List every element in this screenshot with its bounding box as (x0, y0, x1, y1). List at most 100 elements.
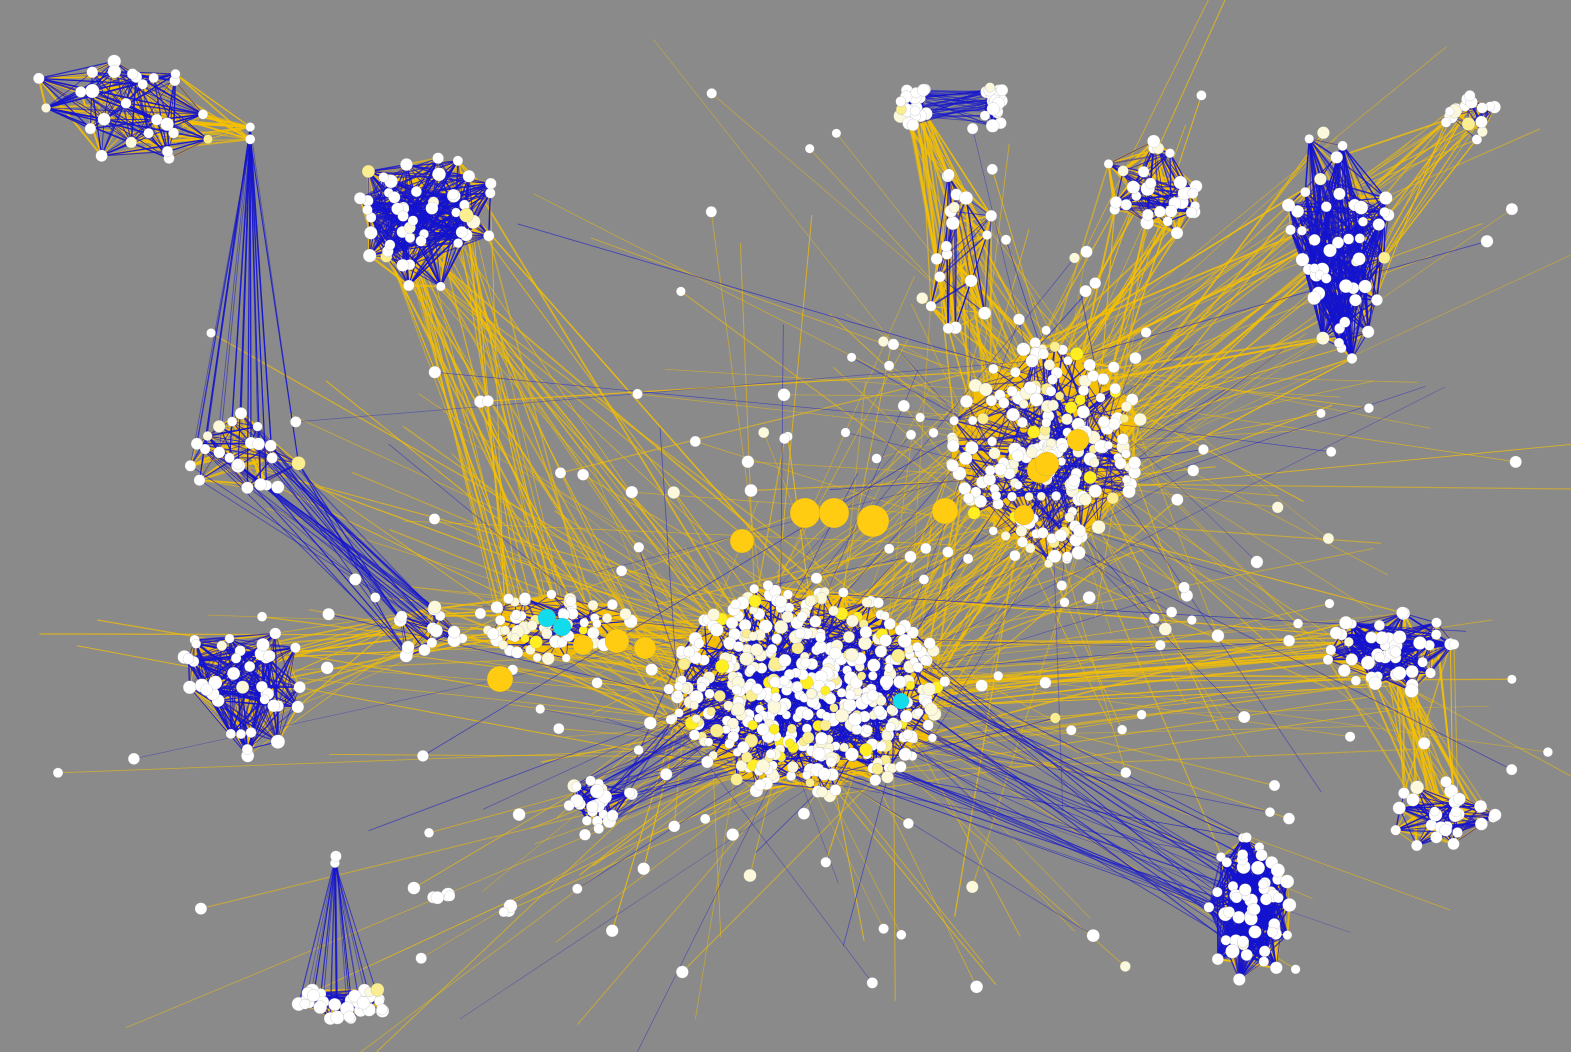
graph-node[interactable] (842, 630, 855, 643)
graph-node[interactable] (264, 439, 277, 452)
graph-node[interactable] (1083, 358, 1096, 372)
graph-node[interactable] (959, 190, 974, 206)
graph-node[interactable] (266, 452, 278, 464)
graph-node[interactable] (1238, 883, 1252, 897)
graph-node[interactable] (1453, 792, 1466, 806)
graph-node[interactable] (812, 747, 826, 761)
graph-node[interactable] (125, 136, 138, 149)
graph-node[interactable] (407, 215, 419, 226)
graph-node[interactable] (498, 639, 509, 650)
graph-node[interactable] (1055, 391, 1065, 401)
graph-node[interactable] (1225, 944, 1240, 959)
graph-node[interactable] (384, 239, 396, 251)
graph-node[interactable] (1354, 200, 1369, 215)
graph-node[interactable] (985, 209, 998, 222)
graph-node[interactable] (726, 828, 740, 842)
graph-node[interactable] (581, 815, 592, 826)
graph-node[interactable] (1164, 204, 1178, 218)
graph-node[interactable] (1363, 403, 1374, 414)
graph-node[interactable] (453, 238, 464, 249)
graph-node[interactable] (619, 607, 632, 621)
graph-node[interactable] (991, 490, 1002, 501)
graph-node[interactable] (777, 388, 791, 402)
graph-node[interactable] (484, 177, 497, 190)
graph-node[interactable] (1343, 233, 1355, 245)
graph-node[interactable] (1089, 457, 1100, 468)
graph-node[interactable] (668, 820, 681, 833)
graph-node[interactable] (894, 624, 906, 636)
graph-node[interactable] (974, 494, 988, 508)
graph-node[interactable] (256, 637, 270, 652)
graph-node[interactable] (859, 625, 873, 639)
graph-node[interactable] (1269, 961, 1283, 975)
graph-node[interactable] (696, 682, 707, 693)
graph-node[interactable] (825, 756, 837, 768)
graph-node[interactable] (1331, 236, 1345, 249)
graph-node[interactable] (873, 705, 886, 717)
graph-node[interactable] (1133, 412, 1147, 427)
graph-node[interactable] (786, 723, 797, 734)
graph-node[interactable] (500, 625, 511, 636)
graph-node[interactable] (1282, 812, 1296, 825)
graph-node[interactable] (912, 641, 923, 652)
graph-node[interactable] (1063, 355, 1073, 366)
graph-node[interactable] (226, 666, 241, 681)
graph-node[interactable] (535, 704, 546, 714)
graph-node[interactable] (1505, 763, 1518, 776)
graph-node[interactable] (293, 681, 306, 694)
graph-node[interactable] (749, 583, 760, 594)
graph-node[interactable] (1285, 224, 1296, 236)
graph-node[interactable] (1248, 925, 1262, 939)
graph-node[interactable] (252, 437, 266, 451)
graph-node[interactable] (986, 102, 1000, 116)
graph-node[interactable] (1221, 857, 1232, 868)
graph-node[interactable] (902, 817, 914, 830)
graph-node[interactable] (800, 657, 811, 668)
graph-node[interactable] (1120, 767, 1132, 779)
graph-node[interactable] (996, 84, 1009, 97)
graph-node[interactable] (948, 201, 960, 213)
graph-node[interactable] (232, 458, 244, 470)
graph-node[interactable] (839, 742, 849, 753)
graph-node[interactable] (998, 397, 1010, 409)
graph-node[interactable] (1144, 177, 1157, 190)
graph-node[interactable] (1241, 832, 1252, 843)
graph-node[interactable] (1314, 172, 1327, 186)
graph-node[interactable] (587, 626, 600, 640)
graph-node[interactable] (804, 143, 815, 154)
graph-node[interactable] (844, 647, 859, 662)
graph-node[interactable] (774, 595, 788, 608)
graph-node[interactable] (737, 741, 750, 754)
graph-node[interactable] (930, 252, 943, 265)
graph-node[interactable] (919, 655, 931, 666)
graph-node[interactable] (866, 689, 879, 702)
graph-node[interactable] (754, 778, 766, 791)
graph-node[interactable] (988, 526, 998, 536)
graph-node[interactable] (52, 767, 64, 779)
graph-node[interactable] (1474, 799, 1488, 813)
graph-node[interactable] (328, 997, 342, 1012)
graph-node[interactable] (895, 761, 907, 773)
graph-node[interactable] (197, 109, 209, 120)
graph-node[interactable] (510, 633, 520, 643)
graph-node[interactable] (1291, 204, 1305, 218)
graph-node[interactable] (878, 923, 889, 935)
graph-node[interactable] (704, 688, 715, 699)
graph-node[interactable] (482, 395, 494, 407)
graph-node[interactable] (1064, 512, 1075, 523)
graph-node[interactable] (979, 110, 991, 121)
graph-node[interactable] (881, 770, 894, 784)
graph-node[interactable] (1071, 545, 1086, 560)
graph-node[interactable] (831, 128, 842, 139)
graph-node[interactable] (688, 729, 701, 741)
graph-node[interactable] (821, 711, 832, 722)
graph-node[interactable] (869, 774, 882, 787)
graph-node[interactable] (526, 620, 538, 632)
graph-node[interactable] (857, 671, 867, 681)
graph-node[interactable] (1448, 639, 1460, 650)
graph-node[interactable] (1461, 117, 1476, 131)
graph-node[interactable] (203, 134, 213, 145)
graph-node[interactable] (224, 633, 235, 644)
graph-node[interactable] (1121, 448, 1131, 459)
graph-node[interactable] (866, 977, 879, 989)
